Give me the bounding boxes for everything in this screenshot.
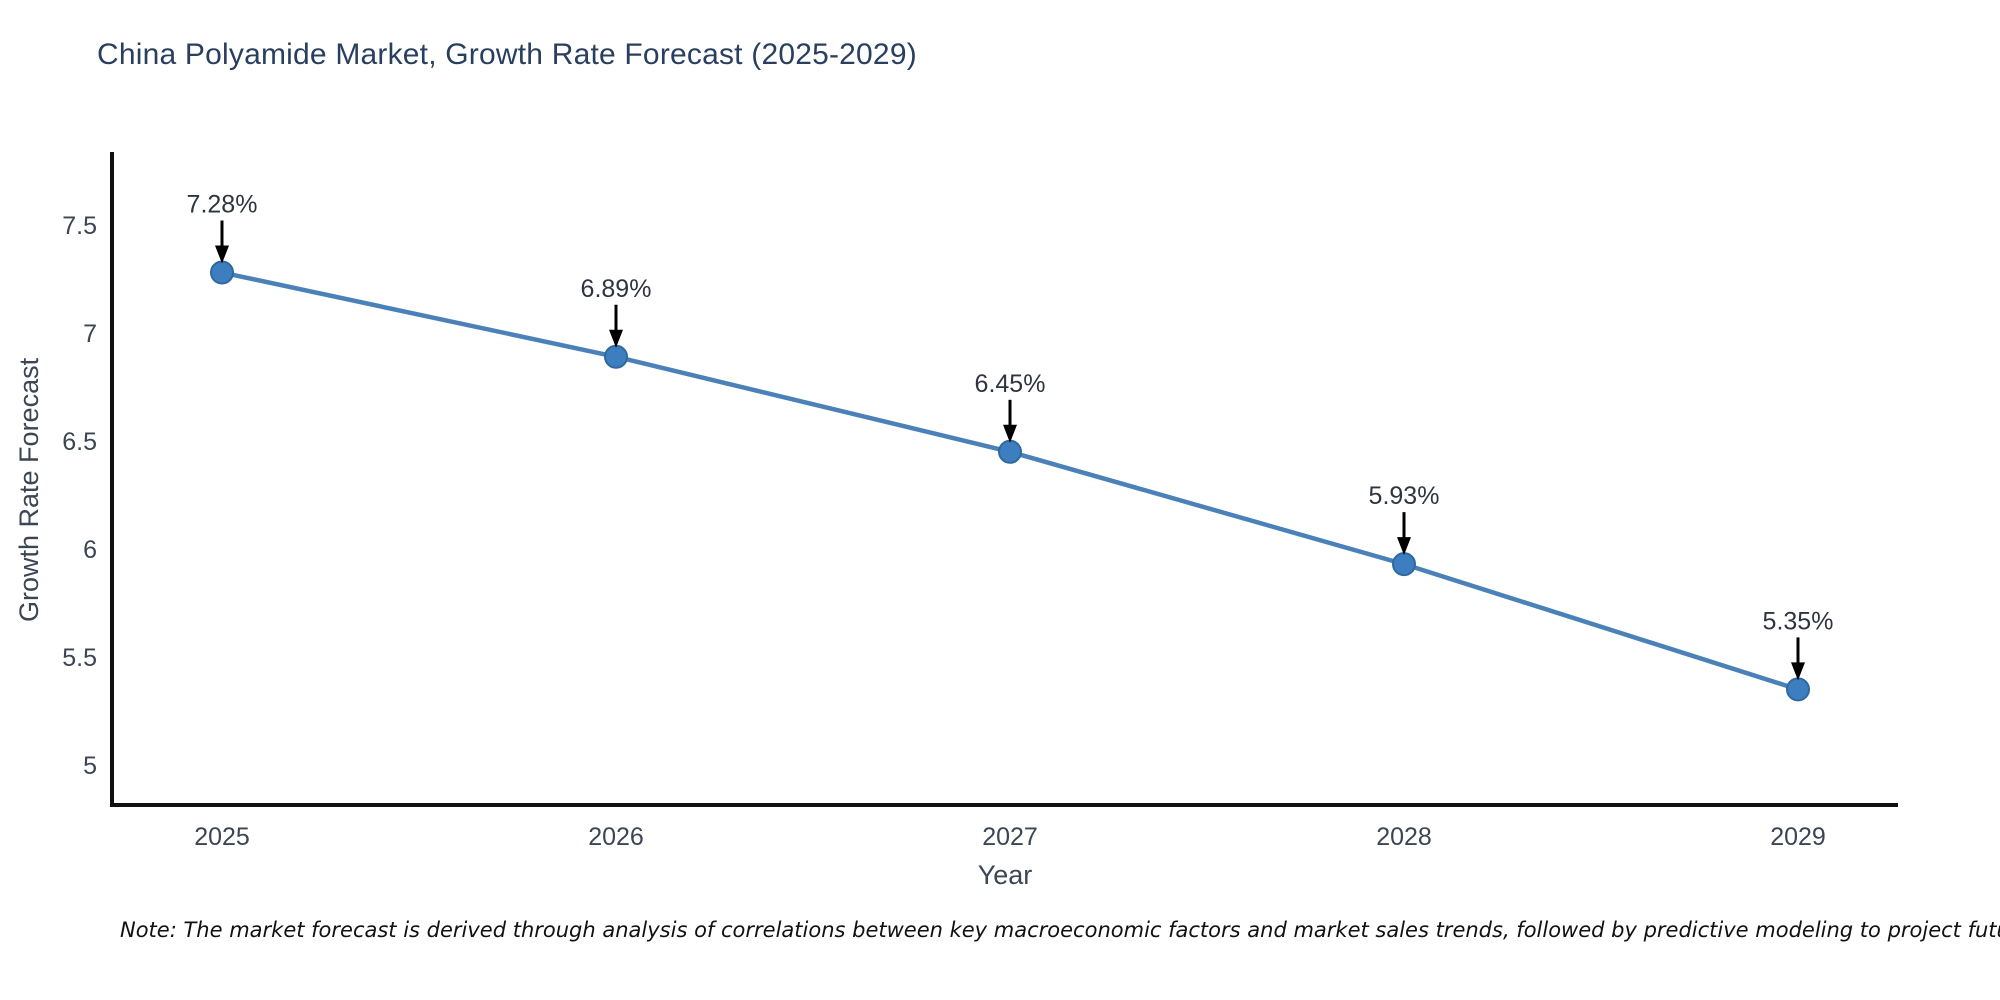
annotation-label: 5.35% xyxy=(1763,607,1834,635)
y-tick-label: 6 xyxy=(83,536,97,564)
footnote: Note: The market forecast is derived thr… xyxy=(120,918,2000,942)
x-tick-label: 2026 xyxy=(588,823,644,851)
annotation-arrowhead xyxy=(1397,537,1411,556)
data-point-marker xyxy=(210,260,234,285)
annotation-label: 6.89% xyxy=(581,275,652,303)
x-axis-title: Year xyxy=(977,860,1033,890)
annotation-arrowhead xyxy=(609,329,623,348)
annotation-label: 6.45% xyxy=(975,370,1046,398)
y-tick-label: 5 xyxy=(83,752,97,780)
data-point-marker xyxy=(1786,677,1810,702)
trend-line xyxy=(219,270,1801,692)
y-tick-label: 5.5 xyxy=(62,644,97,672)
x-tick-label: 2029 xyxy=(1770,823,1826,851)
annotation-label: 7.28% xyxy=(187,191,258,219)
x-tick-label: 2027 xyxy=(982,823,1038,851)
annotation-arrowhead xyxy=(1003,424,1017,443)
x-tick-label: 2025 xyxy=(194,823,250,851)
data-point-marker xyxy=(998,439,1022,464)
data-point-marker xyxy=(1392,552,1416,577)
x-tick-label: 2028 xyxy=(1376,823,1432,851)
y-tick-label: 6.5 xyxy=(62,428,97,456)
annotation-arrowhead xyxy=(215,245,229,264)
chart-title: China Polyamide Market, Growth Rate Fore… xyxy=(97,38,917,71)
y-tick-label: 7.5 xyxy=(62,212,97,240)
data-point-marker xyxy=(604,344,628,369)
annotation-arrowhead xyxy=(1791,662,1805,681)
annotation-label: 5.93% xyxy=(1369,482,1440,510)
y-tick-label: 7 xyxy=(83,320,97,348)
